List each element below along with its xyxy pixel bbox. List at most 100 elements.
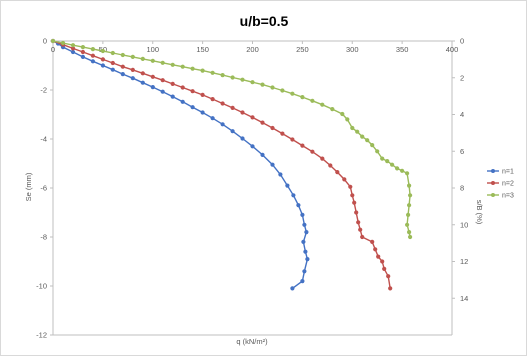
- legend: n=1 n=2 n=3: [487, 169, 514, 200]
- data-point: [302, 269, 307, 274]
- data-point: [270, 125, 275, 131]
- data-point: [210, 116, 215, 121]
- data-point: [80, 45, 85, 50]
- data-point: [303, 249, 308, 254]
- data-point: [301, 239, 306, 244]
- y2-axis-title: s/B (%): [475, 200, 484, 225]
- data-point: [130, 67, 135, 72]
- data-point: [320, 156, 325, 161]
- data-point: [291, 193, 296, 198]
- x-tick-label: 250: [296, 45, 309, 54]
- x-tick-label: 350: [396, 45, 409, 54]
- series-line: [52, 40, 391, 289]
- data-point: [180, 64, 185, 69]
- data-point: [376, 254, 381, 259]
- data-point: [90, 53, 95, 58]
- data-point: [270, 162, 275, 167]
- y-tick-label: 0: [43, 37, 47, 46]
- data-point: [330, 107, 335, 112]
- data-point: [200, 92, 205, 97]
- y-tick-label: -6: [40, 184, 47, 193]
- y-tick-label: -2: [40, 86, 47, 95]
- data-point: [348, 184, 353, 189]
- data-point: [210, 97, 215, 102]
- data-point: [190, 105, 195, 110]
- series-line: [52, 40, 309, 289]
- data-point: [385, 159, 390, 164]
- data-point: [406, 212, 411, 217]
- data-point: [250, 115, 255, 120]
- data-point: [320, 102, 325, 107]
- data-point: [278, 172, 283, 177]
- legend-marker: [491, 169, 495, 173]
- data-point: [260, 120, 265, 125]
- legend-label: n=3: [502, 193, 514, 200]
- y-tick-label: -4: [40, 135, 47, 144]
- data-point: [310, 149, 315, 154]
- y-tick-label: -12: [36, 331, 47, 340]
- data-point: [200, 110, 205, 115]
- data-point: [70, 46, 76, 51]
- y2-tick-labels: 0 2 4 6 8 10 12 14: [452, 37, 468, 303]
- y2-tick-label: 4: [460, 110, 464, 119]
- x-tick-label: 400: [446, 45, 459, 54]
- data-point: [380, 156, 385, 161]
- data-point: [160, 78, 165, 83]
- data-point: [360, 134, 365, 139]
- data-point: [160, 60, 165, 65]
- data-point: [300, 212, 305, 217]
- data-point: [140, 71, 145, 76]
- data-point: [328, 163, 333, 168]
- data-point: [290, 137, 295, 142]
- data-point: [150, 74, 155, 79]
- data-point: [170, 62, 175, 67]
- data-point: [110, 60, 115, 66]
- data-point: [80, 49, 85, 55]
- legend-marker: [491, 181, 495, 185]
- data-point: [335, 170, 340, 175]
- y2-tick-label: 2: [460, 73, 464, 82]
- data-point: [296, 203, 301, 208]
- data-point: [110, 50, 115, 56]
- legend-marker: [491, 193, 495, 197]
- series-line: [52, 40, 411, 238]
- data-point: [375, 149, 380, 154]
- data-point: [100, 63, 105, 68]
- data-point: [180, 85, 185, 90]
- y-tick-label: -8: [40, 233, 47, 242]
- data-point: [352, 200, 357, 205]
- data-point: [230, 75, 235, 80]
- data-point: [230, 129, 235, 134]
- data-point: [300, 279, 305, 284]
- data-point: [120, 52, 125, 58]
- data-point: [408, 193, 413, 198]
- y2-tick-label: 6: [460, 147, 464, 156]
- x-axis-title: q (kN/m²): [236, 337, 268, 346]
- data-point: [170, 81, 175, 86]
- data-point: [180, 99, 185, 104]
- data-point: [373, 247, 378, 252]
- data-point: [342, 177, 347, 182]
- data-point: [160, 89, 165, 94]
- chart-title: u/b=0.5: [240, 13, 289, 29]
- data-point: [100, 48, 105, 54]
- data-point: [350, 193, 355, 198]
- data-point: [350, 125, 355, 131]
- x-tick-label: 150: [196, 45, 209, 54]
- y2-tick-label: 12: [460, 257, 468, 266]
- data-point: [386, 274, 391, 279]
- data-point: [220, 101, 225, 106]
- series-n=2: [50, 38, 393, 291]
- data-point: [407, 230, 412, 235]
- data-point: [260, 82, 265, 87]
- data-point: [230, 105, 235, 110]
- x-tick-labels: 050100150200250300350400: [51, 41, 458, 54]
- data-point: [130, 76, 135, 81]
- data-point: [150, 58, 155, 63]
- data-point: [300, 95, 305, 100]
- y2-tick-label: 14: [460, 294, 468, 303]
- data-point: [370, 239, 375, 244]
- data-point: [250, 144, 255, 149]
- data-point: [300, 143, 305, 148]
- data-point: [302, 222, 307, 227]
